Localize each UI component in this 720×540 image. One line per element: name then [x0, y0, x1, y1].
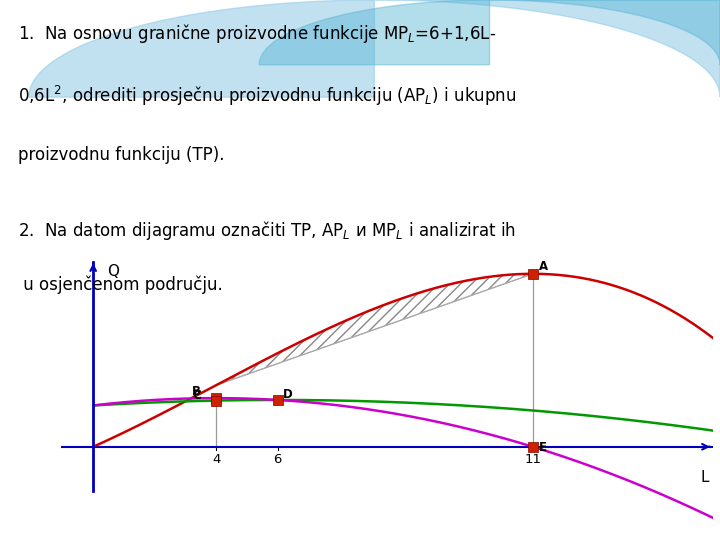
Text: Q: Q	[107, 264, 120, 279]
Text: E: E	[539, 441, 547, 454]
Text: A: A	[539, 260, 548, 273]
Point	[210, 394, 222, 402]
Text: 1.  Na osnovu granične proizvodne funkcije MP$_L$=6+1,6L-: 1. Na osnovu granične proizvodne funkcij…	[18, 23, 496, 45]
Point	[527, 269, 539, 278]
Text: 0,6L$^2$, odrediti prosječnu proizvodnu funkciju (AP$_L$) i ukupnu: 0,6L$^2$, odrediti prosječnu proizvodnu …	[18, 84, 516, 109]
Polygon shape	[259, 0, 720, 65]
Point	[527, 442, 539, 451]
Text: B: B	[192, 385, 201, 398]
Polygon shape	[29, 0, 720, 97]
Text: 11: 11	[524, 453, 541, 465]
Text: proizvodnu funkciju (TP).: proizvodnu funkciju (TP).	[18, 146, 225, 164]
Point	[210, 396, 222, 405]
Text: 4: 4	[212, 453, 220, 465]
Point	[272, 396, 284, 404]
Text: C: C	[192, 388, 201, 402]
Text: L: L	[701, 470, 709, 485]
Text: D: D	[282, 388, 292, 401]
Text: u osjenčenom području.: u osjenčenom području.	[18, 275, 222, 294]
Text: 6: 6	[274, 453, 282, 465]
Text: 2.  Na datom dijagramu označiti TP, AP$_L$ и MP$_L$ i analizirat ih: 2. Na datom dijagramu označiti TP, AP$_L…	[18, 219, 516, 242]
